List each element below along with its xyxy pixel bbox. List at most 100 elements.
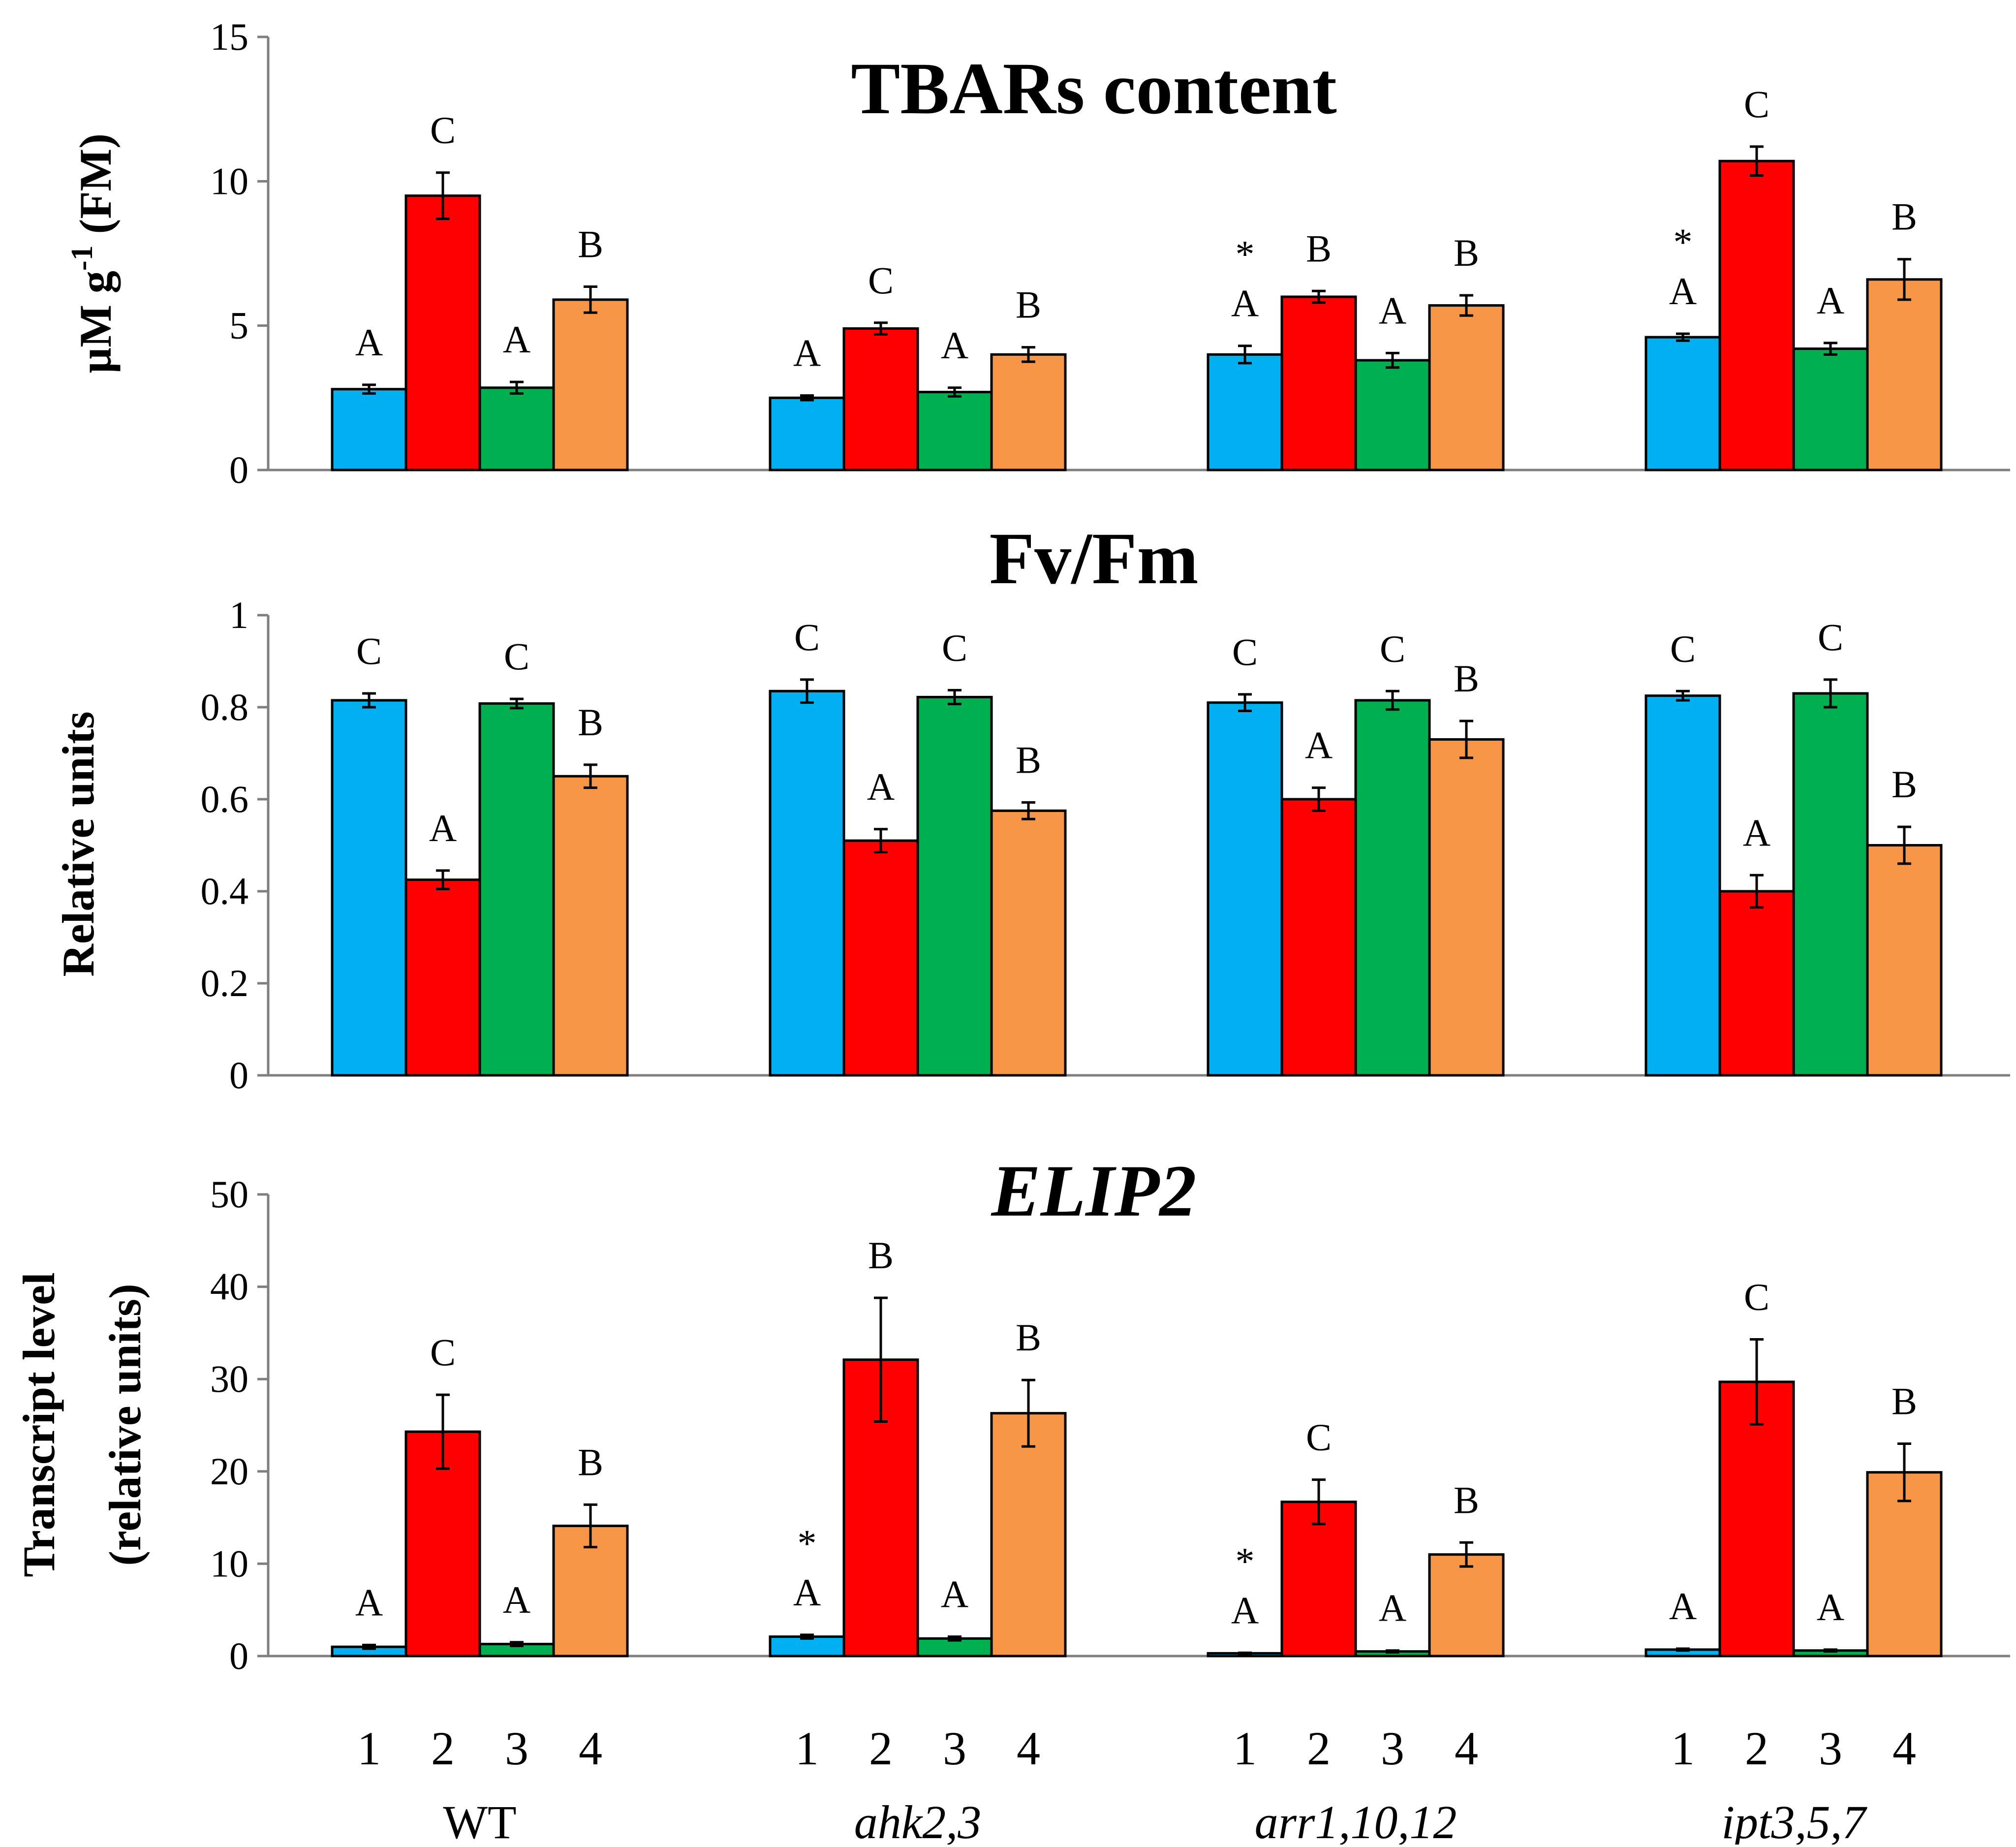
bar (769, 396, 845, 471)
bar (1718, 159, 1795, 471)
bar (1718, 890, 1795, 1077)
group-label: WT (443, 1796, 516, 1845)
category-label: 3 (1819, 1722, 1842, 1775)
bar (842, 327, 919, 471)
bar (1644, 336, 1721, 471)
bar (331, 388, 407, 471)
significance-letter: A (941, 1573, 968, 1616)
bar (1866, 844, 1943, 1077)
significance-letter: C (1232, 630, 1258, 673)
bar (1428, 738, 1505, 1077)
significance-letter: A (355, 1581, 383, 1624)
significance-letter: C (504, 635, 529, 678)
significance-letter: A (941, 324, 968, 367)
significance-star: * (1236, 1539, 1255, 1582)
category-label: 4 (579, 1722, 602, 1775)
significance-letter: C (430, 1331, 456, 1374)
panel-3: 0 10 20 30 40 50 ELIP2 Transcript level (relativ… (14, 1150, 2010, 1677)
bar (1280, 798, 1357, 1077)
significance-letter: B (1016, 739, 1041, 782)
bar (1866, 278, 1943, 471)
y-axis-label: Relative units (53, 711, 103, 976)
significance-star: * (1236, 233, 1255, 276)
bar (769, 689, 845, 1077)
y-tick-label: 50 (210, 1173, 248, 1216)
significance-letter: B (578, 222, 603, 265)
significance-star: * (798, 1522, 817, 1565)
bar (478, 386, 555, 471)
significance-letter: C (1818, 616, 1843, 658)
significance-letter: C (430, 109, 456, 152)
y-tick-label: 0 (229, 448, 248, 491)
bar (1718, 1380, 1795, 1658)
significance-letter: A (1379, 1587, 1406, 1629)
group-label: arr1,10,12 (1255, 1796, 1457, 1845)
bar (916, 391, 993, 471)
bar (1428, 1553, 1505, 1658)
significance-letter: C (356, 629, 382, 672)
significance-letter: A (1231, 282, 1259, 325)
y-tick-label: 20 (210, 1450, 248, 1493)
significance-letter: A (1379, 289, 1406, 332)
y-tick-label: 40 (210, 1265, 248, 1308)
bar (404, 878, 481, 1077)
bar (1280, 295, 1357, 471)
y-tick-label: 15 (210, 15, 248, 58)
panel-title: Fv/Fm (990, 518, 1199, 599)
bar (1792, 347, 1869, 471)
bar (552, 298, 629, 471)
category-label: 2 (1307, 1722, 1331, 1775)
category-label: 1 (1671, 1722, 1695, 1775)
y-tick-label: 10 (210, 159, 248, 202)
significance-letter: B (578, 701, 603, 744)
panel-2: 0 0.2 0.4 0.6 0.8 1 Fv/Fm Relative units C A C B C A C… (53, 518, 2010, 1096)
bar (1207, 701, 1283, 1077)
category-label: 3 (943, 1722, 966, 1775)
significance-letter: C (942, 626, 967, 669)
significance-letter: A (1305, 724, 1333, 767)
bar (990, 809, 1067, 1077)
significance-letter: C (1380, 627, 1405, 670)
y-tick-label: 0.6 (201, 778, 249, 820)
bar (404, 194, 481, 471)
panel-1: 0 5 10 15 TBARs content µM g-1 (FM) A C A B A C A B A *… (65, 15, 2010, 491)
y-axis-label: µM g-1 (FM) (65, 133, 121, 374)
y-tick-label: 0.4 (201, 870, 249, 912)
significance-letter: A (793, 332, 821, 375)
significance-letter: B (1016, 283, 1041, 326)
bar (916, 695, 993, 1077)
significance-letter: A (1817, 279, 1844, 322)
bar (478, 702, 555, 1077)
y-axis-label: (relative units) (100, 1284, 150, 1565)
category-label: 2 (869, 1722, 893, 1775)
bar (842, 839, 919, 1077)
significance-letter: B (1454, 657, 1479, 700)
bar (1280, 1501, 1357, 1658)
y-tick-label: 10 (210, 1542, 248, 1585)
significance-letter: A (355, 321, 383, 364)
significance-letter: A (1743, 811, 1770, 854)
significance-letter: B (1892, 763, 1917, 806)
category-label: 2 (431, 1722, 455, 1775)
bar (1866, 1471, 1943, 1658)
category-label: 2 (1745, 1722, 1768, 1775)
y-tick-label: 0 (229, 1634, 248, 1677)
significance-letter: B (1892, 1380, 1917, 1423)
significance-letter: A (867, 765, 895, 808)
significance-letter: C (1306, 1416, 1332, 1459)
y-tick-label: 1 (229, 594, 248, 636)
group-label: ipt3,5,7 (1721, 1796, 1867, 1845)
significance-star: * (1674, 220, 1693, 263)
y-tick-label: 0.8 (201, 686, 249, 728)
panel-title: TBARs content (851, 48, 1337, 129)
significance-letter: C (1744, 83, 1769, 125)
significance-letter: C (868, 259, 894, 302)
significance-letter: A (1669, 1585, 1697, 1628)
bar (331, 699, 407, 1077)
y-tick-label: 5 (229, 304, 248, 347)
significance-letter: B (1016, 1316, 1041, 1359)
significance-letter: C (1670, 627, 1696, 670)
